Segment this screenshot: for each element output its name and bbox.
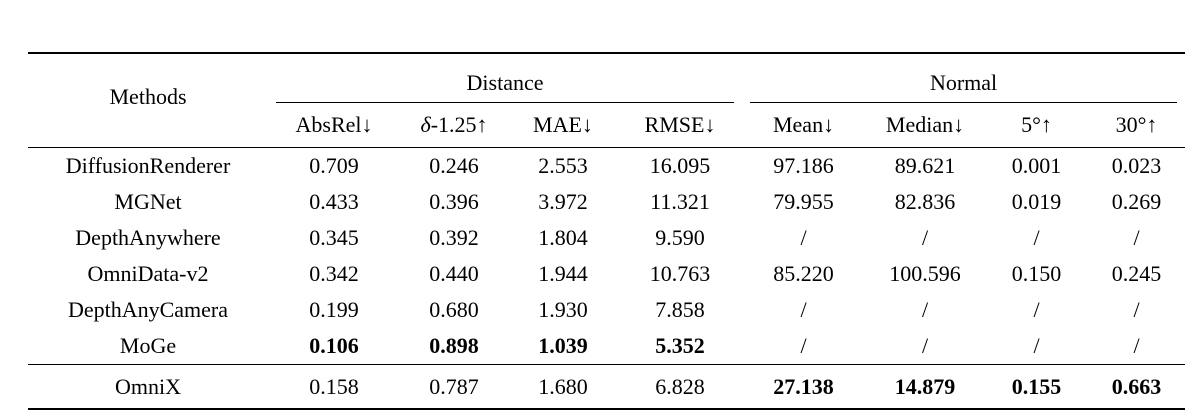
value-cell: /	[1033, 225, 1040, 250]
group-header-normal: Normal	[742, 53, 1185, 103]
value-cell: /	[921, 333, 929, 358]
value-cell: 3.972	[538, 189, 588, 214]
metric-column-header: 30°↑	[1088, 103, 1186, 148]
value-cell: 89.621	[894, 153, 956, 178]
value-cell: 16.095	[649, 153, 711, 178]
value-cell: 0.392	[429, 225, 479, 250]
value-cell: 27.138	[742, 364, 866, 409]
value-cell: 0.245	[1111, 261, 1162, 286]
table-row: OmniData-v2 0.342 0.440 1.944 10.763 85.220 10…	[28, 256, 1185, 292]
value-cell: 10.763	[649, 261, 711, 286]
value-cell: 9.590	[655, 225, 705, 250]
table-row: DepthAnyCamera 0.199 0.680 1.930 7.858 / / / /	[28, 292, 1185, 328]
metric-column-header: Mean↓	[742, 103, 866, 148]
value-cell: 100.596	[889, 261, 961, 286]
metric-column-header: δ-1.25↑	[400, 103, 508, 148]
value-cell: 1.930	[538, 297, 588, 322]
value-cell: 0.019	[1011, 189, 1062, 214]
value-cell: 5.352	[655, 333, 705, 358]
value-cell: 0.440	[429, 261, 479, 286]
metric-column-header: 5°↑	[985, 103, 1089, 148]
table-body: DiffusionRenderer 0.709 0.246 2.553 16.095 97…	[28, 148, 1186, 409]
table-row: DepthAnywhere 0.345 0.392 1.804 9.590 / / / /	[28, 220, 1185, 256]
value-cell: /	[800, 297, 807, 322]
value-cell: /	[1033, 333, 1040, 358]
value-cell: /	[921, 297, 929, 322]
value-cell: 2.553	[538, 153, 588, 178]
method-cell: DepthAnywhere	[75, 225, 221, 250]
value-cell: 14.879	[865, 364, 986, 409]
metric-column-header: MAE↓	[508, 103, 618, 148]
value-cell: 0.433	[309, 189, 359, 214]
method-cell: MGNet	[114, 189, 182, 214]
value-cell: 0.158	[268, 364, 400, 409]
value-cell: 0.342	[309, 261, 359, 286]
group-label-normal: Normal	[750, 72, 1178, 103]
value-cell: 0.663	[1088, 364, 1186, 409]
value-cell: 0.199	[309, 297, 359, 322]
value-cell: /	[1133, 225, 1140, 250]
value-cell: 0.680	[429, 297, 479, 322]
value-cell: /	[1133, 297, 1140, 322]
table-row: OmniX 0.158 0.787 1.680 6.828 27.138 14.879 0.1…	[28, 364, 1186, 409]
group-label-distance: Distance	[276, 72, 735, 103]
value-cell: 85.220	[773, 261, 834, 286]
metric-header-row: AbsRel↓ δ-1.25↑ MAE↓ RMSE↓ Mean↓ Median↓ 5°↑ 30…	[28, 103, 1186, 148]
value-cell: 97.186	[773, 153, 834, 178]
value-cell: 79.955	[773, 189, 834, 214]
method-cell: OmniX	[28, 364, 268, 409]
value-cell: 82.836	[894, 189, 956, 214]
value-cell: 0.001	[1011, 153, 1062, 178]
table-header: Methods Distance Normal AbsRel↓ δ-1.25↑ MA…	[28, 53, 1186, 148]
value-cell: 1.039	[538, 333, 588, 358]
value-cell: 1.804	[538, 225, 588, 250]
method-cell: MoGe	[119, 333, 177, 358]
method-cell: OmniData-v2	[87, 261, 209, 286]
method-cell: DiffusionRenderer	[65, 153, 231, 178]
value-cell: 11.321	[650, 189, 710, 214]
value-cell: 0.150	[1011, 261, 1062, 286]
value-cell: 0.106	[309, 333, 359, 358]
table-row: DiffusionRenderer 0.709 0.246 2.553 16.095 97…	[28, 148, 1185, 185]
value-cell: 0.396	[429, 189, 479, 214]
value-cell: 1.680	[508, 364, 618, 409]
table-row: MoGe 0.106 0.898 1.039 5.352 / / / /	[28, 328, 1185, 365]
value-cell: 0.709	[309, 153, 359, 178]
value-cell: 0.787	[400, 364, 508, 409]
value-cell: 7.858	[655, 297, 705, 322]
value-cell: /	[921, 225, 929, 250]
metrics-table: Methods Distance Normal AbsRel↓ δ-1.25↑ MA…	[28, 52, 1186, 410]
value-cell: 0.269	[1111, 189, 1162, 214]
value-cell: 1.944	[538, 261, 588, 286]
group-header-distance: Distance	[268, 53, 742, 103]
value-cell: /	[800, 333, 807, 358]
value-cell: /	[800, 225, 807, 250]
method-cell: DepthAnyCamera	[67, 297, 229, 322]
metric-column-header: RMSE↓	[618, 103, 743, 148]
value-cell: 0.345	[309, 225, 359, 250]
metric-column-header: AbsRel↓	[268, 103, 400, 148]
value-cell: /	[1133, 333, 1140, 358]
math-symbol: δ	[420, 112, 431, 137]
table-row: MGNet 0.433 0.396 3.972 11.321 79.955 82.836 0.…	[28, 184, 1185, 220]
value-cell: /	[1033, 297, 1040, 322]
group-header-row: Methods Distance Normal	[28, 53, 1185, 148]
value-cell: 0.898	[429, 333, 479, 358]
metric-column-header: Median↓	[865, 103, 986, 148]
value-cell: 6.828	[618, 364, 743, 409]
value-cell: 0.155	[985, 364, 1089, 409]
methods-column-header: Methods	[28, 53, 268, 148]
value-cell: 0.023	[1111, 153, 1162, 178]
value-cell: 0.246	[429, 153, 479, 178]
